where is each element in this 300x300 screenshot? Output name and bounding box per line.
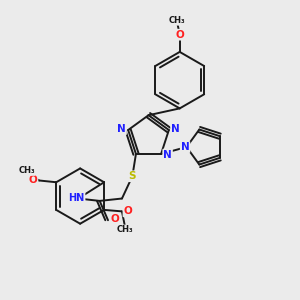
Text: CH₃: CH₃ [18,166,35,175]
Text: O: O [175,30,184,40]
Text: HN: HN [68,193,85,202]
Text: S: S [129,171,136,181]
Text: CH₃: CH₃ [168,16,185,25]
Text: O: O [110,214,119,224]
Text: CH₃: CH₃ [117,225,133,234]
Text: O: O [29,176,38,185]
Text: N: N [171,124,180,134]
Text: N: N [117,124,126,134]
Text: O: O [123,206,132,216]
Text: N: N [181,142,189,152]
Text: N: N [163,149,172,160]
